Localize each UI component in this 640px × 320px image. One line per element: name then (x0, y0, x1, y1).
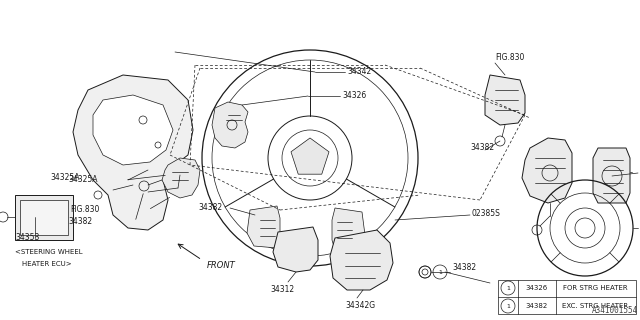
Polygon shape (273, 227, 318, 272)
Text: 1: 1 (506, 285, 510, 291)
Polygon shape (291, 138, 329, 174)
Polygon shape (212, 102, 248, 148)
Text: 34382: 34382 (452, 263, 476, 273)
Text: 34312: 34312 (270, 285, 294, 294)
Text: 34353: 34353 (15, 234, 40, 243)
Text: 34382: 34382 (68, 218, 92, 227)
Text: FOR STRG HEATER: FOR STRG HEATER (563, 285, 627, 291)
Text: 34342: 34342 (347, 68, 371, 76)
Text: HEATER ECU>: HEATER ECU> (22, 261, 72, 267)
Text: 34382: 34382 (526, 303, 548, 309)
Bar (20, 200, 68, 235)
Text: FRONT: FRONT (207, 260, 236, 269)
Text: FIG.830: FIG.830 (70, 205, 99, 214)
Circle shape (433, 265, 447, 279)
Text: 34325A: 34325A (50, 173, 79, 182)
Text: 34342G: 34342G (345, 301, 375, 310)
Polygon shape (332, 208, 365, 250)
Polygon shape (247, 206, 280, 248)
Text: EXC. STRG HEATER: EXC. STRG HEATER (562, 303, 628, 309)
Polygon shape (522, 138, 572, 203)
Text: 34326: 34326 (342, 92, 366, 100)
Text: 34325A: 34325A (68, 175, 97, 185)
Bar (498, 280, 636, 314)
Polygon shape (93, 95, 173, 165)
Polygon shape (593, 148, 630, 203)
Text: 02385S: 02385S (472, 209, 501, 218)
Polygon shape (485, 75, 525, 125)
Text: 34382: 34382 (470, 143, 494, 153)
Polygon shape (330, 230, 393, 290)
Text: 1: 1 (506, 303, 510, 308)
Text: 1: 1 (438, 269, 442, 275)
Text: 34382: 34382 (198, 204, 222, 212)
Polygon shape (162, 158, 200, 198)
Text: FIG.830: FIG.830 (495, 52, 524, 61)
Text: A341001554: A341001554 (592, 306, 638, 315)
Text: 34326: 34326 (526, 285, 548, 291)
Text: <STEERING WHEEL: <STEERING WHEEL (15, 249, 83, 255)
Bar (15, 195, 73, 240)
Polygon shape (73, 75, 193, 230)
